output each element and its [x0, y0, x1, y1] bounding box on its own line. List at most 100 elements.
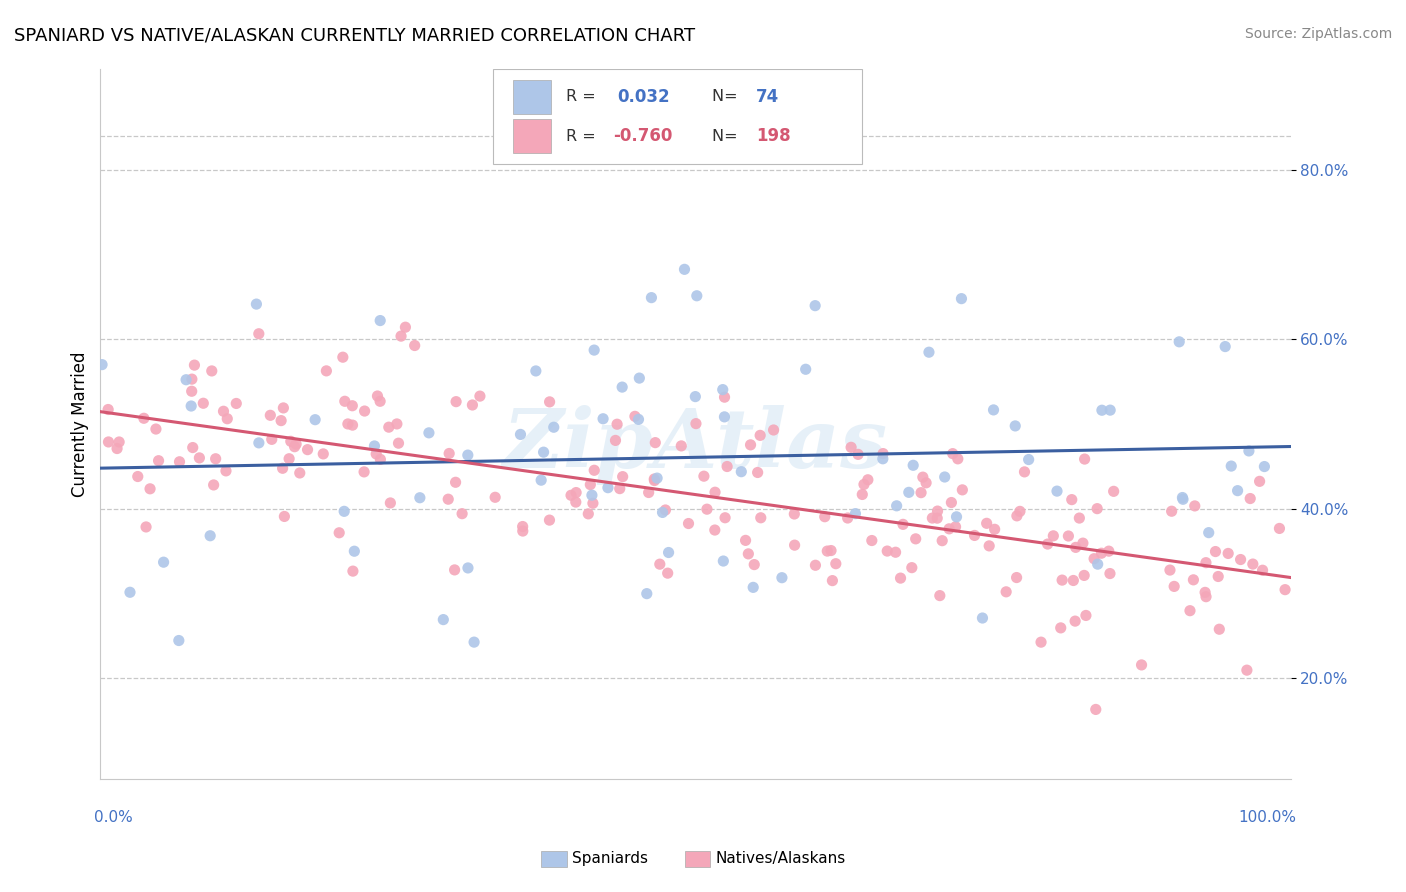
Point [856, 473, 879, 487]
Point [312, 447, 335, 461]
Point [657, 566, 679, 581]
Point [934, 470, 956, 484]
Text: 74: 74 [756, 88, 779, 106]
Text: R =: R = [565, 128, 600, 144]
Point [533, 445, 555, 459]
Point [686, 289, 709, 303]
Point [247, 326, 270, 341]
Point [645, 471, 668, 485]
Point [1004, 418, 1026, 433]
Point [1274, 582, 1296, 597]
Point [1184, 499, 1206, 513]
Text: 198: 198 [756, 127, 790, 145]
Point [837, 511, 859, 525]
Point [484, 490, 506, 504]
Point [271, 461, 294, 475]
Point [342, 418, 364, 433]
Point [378, 420, 401, 434]
Point [97, 402, 120, 417]
Point [509, 427, 531, 442]
Point [1237, 444, 1260, 458]
Text: 100.0%: 100.0% [1239, 810, 1296, 825]
Point [1099, 403, 1122, 417]
Point [824, 557, 846, 571]
Point [342, 564, 364, 578]
Point [1198, 525, 1220, 540]
Point [1208, 622, 1230, 636]
Point [876, 544, 898, 558]
Point [366, 389, 388, 403]
Point [927, 511, 949, 525]
Point [457, 561, 479, 575]
Point [1098, 566, 1121, 581]
Point [852, 477, 875, 491]
Point [605, 434, 627, 448]
Point [1229, 552, 1251, 566]
Point [270, 414, 292, 428]
FancyBboxPatch shape [513, 120, 551, 153]
Point [366, 447, 388, 461]
Point [628, 371, 651, 385]
Point [380, 496, 402, 510]
Point [297, 442, 319, 457]
Point [135, 520, 157, 534]
Point [696, 502, 718, 516]
Point [1213, 340, 1236, 354]
Point [1194, 585, 1216, 599]
Point [995, 584, 1018, 599]
Point [198, 529, 221, 543]
Point [204, 451, 226, 466]
Point [202, 478, 225, 492]
Point [1168, 334, 1191, 349]
Point [742, 558, 765, 572]
Point [730, 465, 752, 479]
Point [1220, 459, 1243, 474]
Point [685, 390, 707, 404]
Point [814, 509, 837, 524]
Point [443, 563, 465, 577]
Point [389, 329, 412, 343]
Point [636, 587, 658, 601]
FancyBboxPatch shape [513, 80, 551, 114]
Point [139, 482, 162, 496]
Point [468, 389, 491, 403]
Point [387, 436, 409, 450]
Point [904, 532, 927, 546]
Point [565, 495, 588, 509]
Point [946, 451, 969, 466]
Point [461, 398, 484, 412]
Point [370, 452, 392, 467]
Point [1060, 492, 1083, 507]
Point [215, 464, 238, 478]
Point [897, 485, 920, 500]
Point [609, 482, 631, 496]
Point [538, 395, 561, 409]
Point [1073, 568, 1095, 582]
Point [950, 483, 973, 497]
Point [640, 291, 662, 305]
Point [963, 528, 986, 542]
Text: Source: ZipAtlas.com: Source: ZipAtlas.com [1244, 27, 1392, 41]
Point [201, 364, 224, 378]
Point [1236, 663, 1258, 677]
Point [872, 451, 894, 466]
Point [740, 438, 762, 452]
Text: R =: R = [565, 89, 600, 104]
Point [749, 428, 772, 442]
Point [152, 555, 174, 569]
Point [1206, 569, 1229, 583]
Point [938, 522, 960, 536]
Point [1239, 491, 1261, 506]
Text: N=: N= [711, 128, 742, 144]
Point [118, 585, 141, 599]
Point [945, 520, 967, 534]
Point [181, 441, 204, 455]
Text: N=: N= [711, 89, 742, 104]
Point [713, 390, 735, 404]
Point [983, 403, 1005, 417]
Point [259, 409, 281, 423]
Point [1085, 501, 1108, 516]
Point [285, 437, 308, 451]
Point [648, 557, 671, 571]
Point [643, 472, 665, 486]
